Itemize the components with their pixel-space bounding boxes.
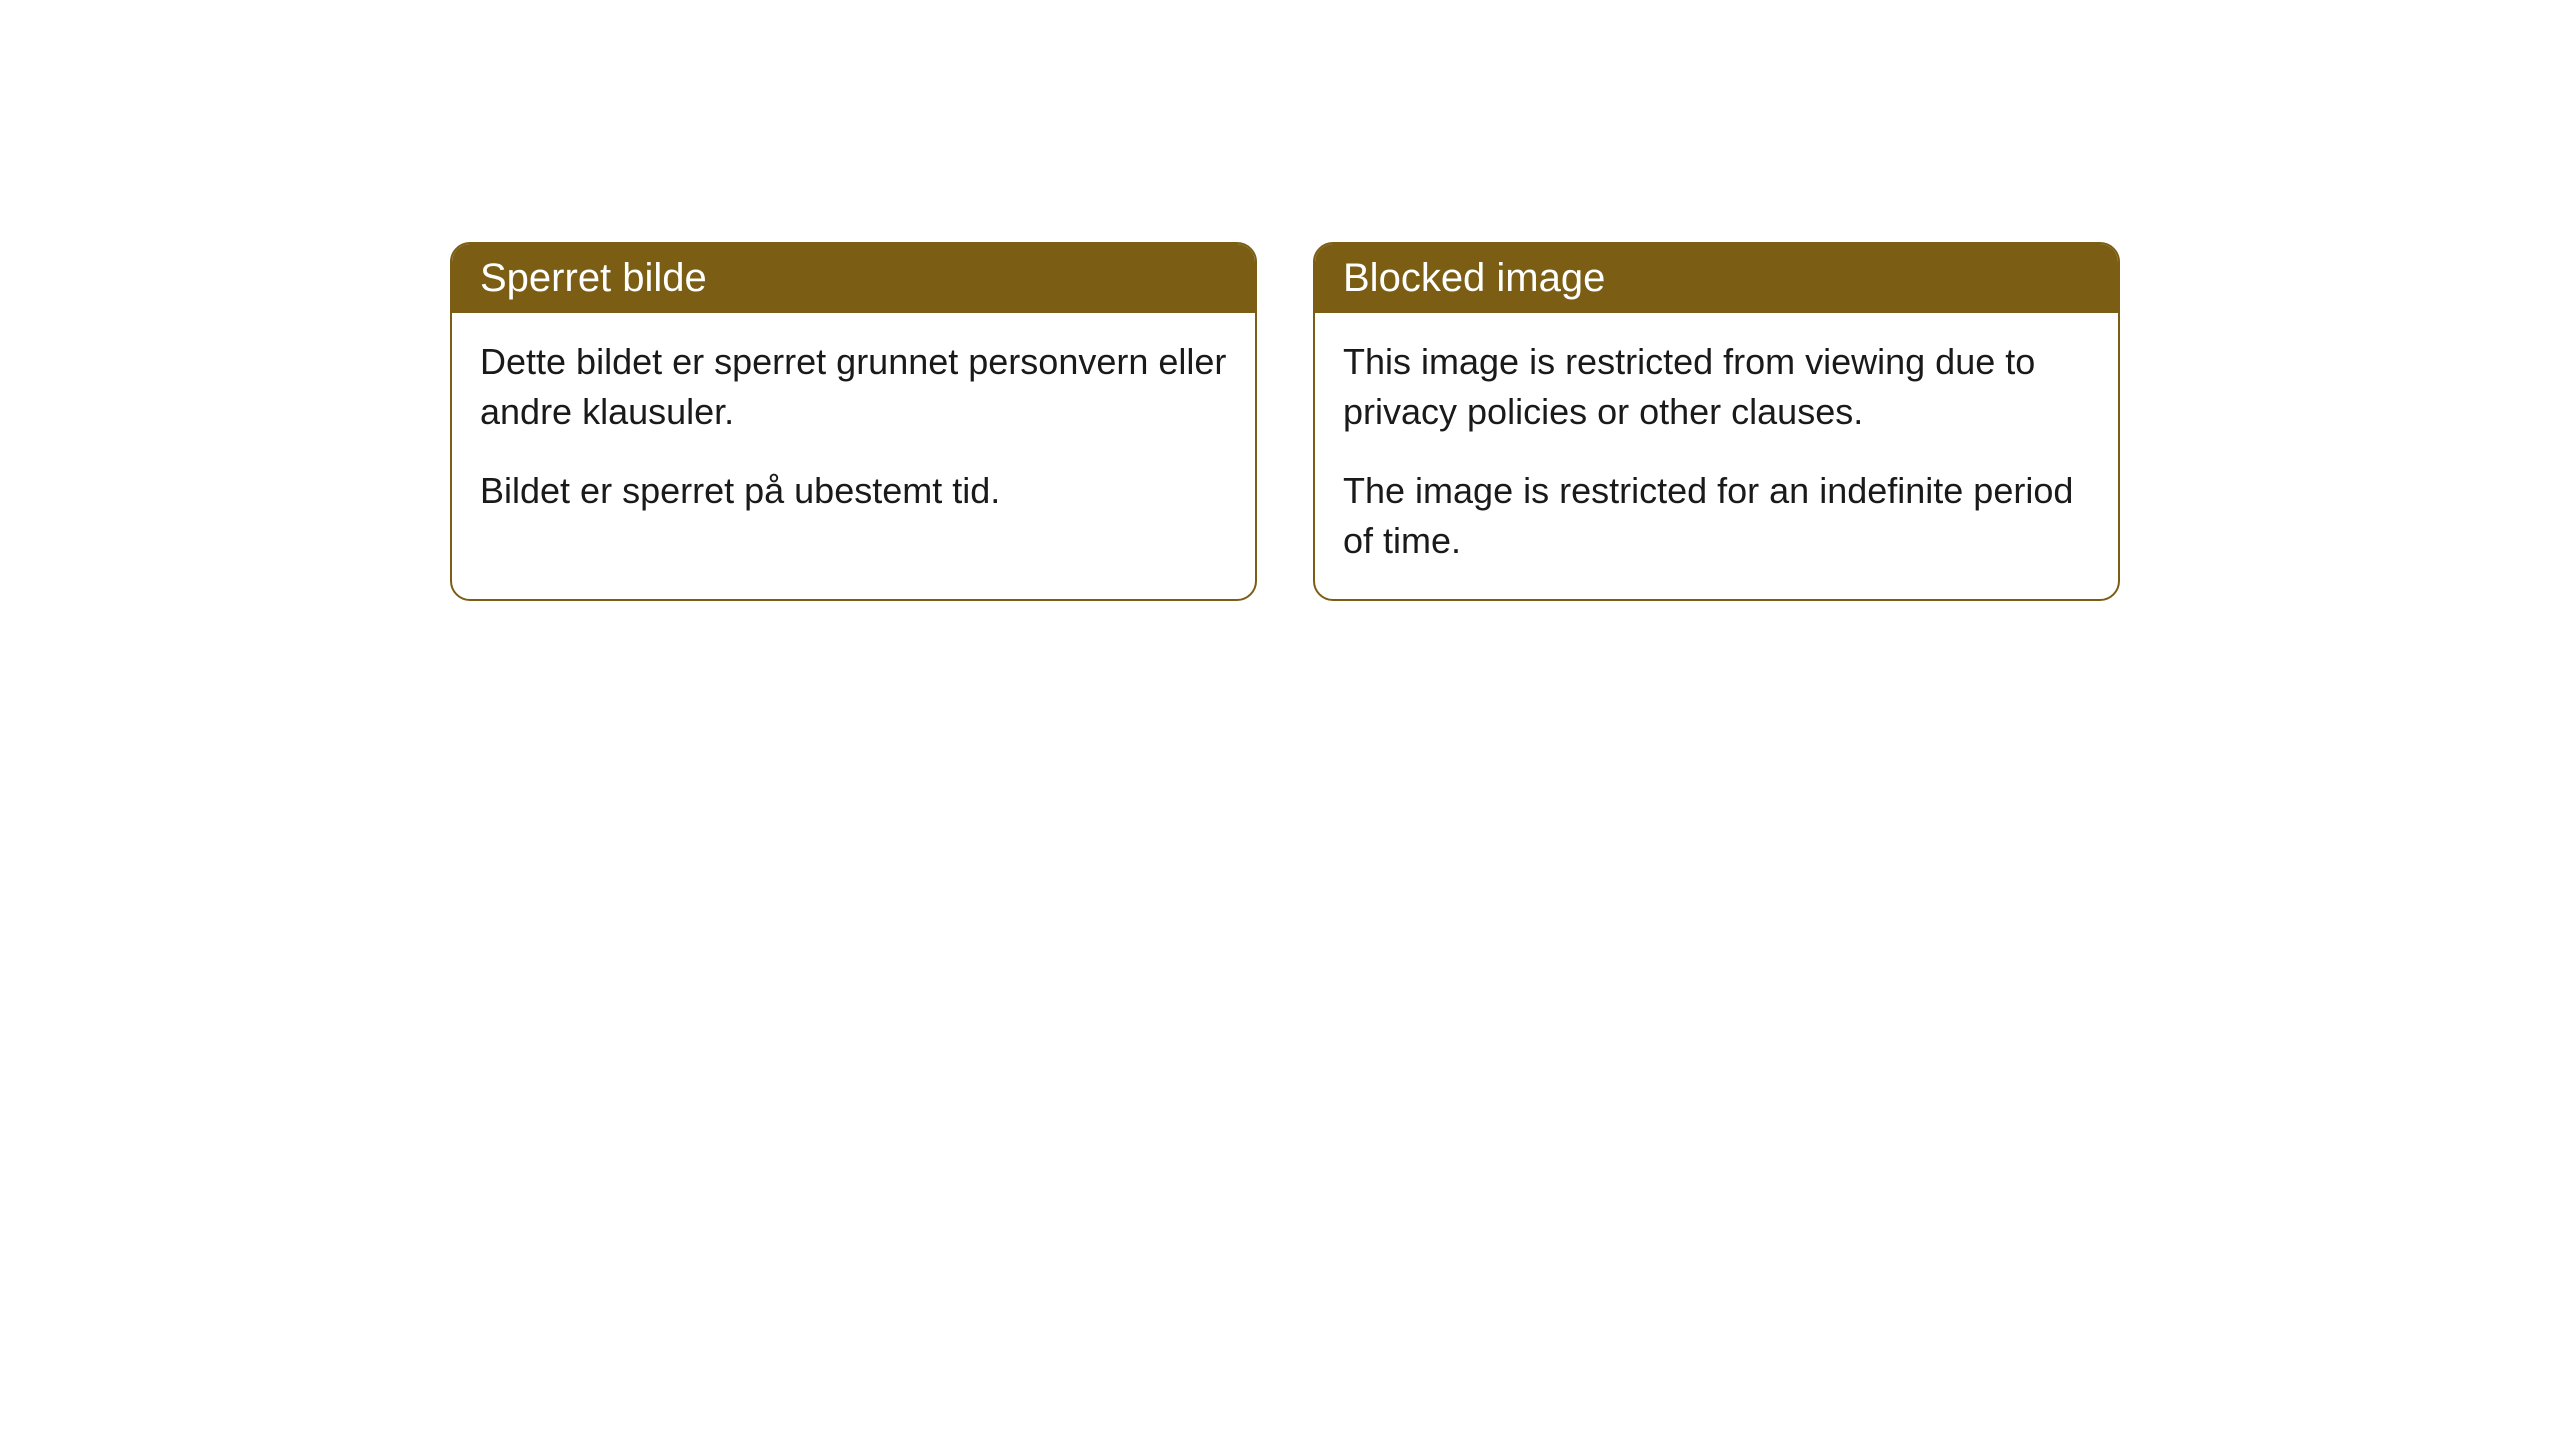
blocked-image-card-english: Blocked image This image is restricted f… — [1313, 242, 2120, 601]
card-header: Blocked image — [1315, 244, 2118, 313]
card-title: Sperret bilde — [480, 256, 707, 300]
card-body: Dette bildet er sperret grunnet personve… — [452, 313, 1255, 548]
blocked-image-card-norwegian: Sperret bilde Dette bildet er sperret gr… — [450, 242, 1257, 601]
card-paragraph: Dette bildet er sperret grunnet personve… — [480, 337, 1227, 438]
card-paragraph: Bildet er sperret på ubestemt tid. — [480, 466, 1227, 516]
card-header: Sperret bilde — [452, 244, 1255, 313]
card-title: Blocked image — [1343, 256, 1605, 300]
card-paragraph: The image is restricted for an indefinit… — [1343, 466, 2090, 567]
notice-cards-container: Sperret bilde Dette bildet er sperret gr… — [450, 242, 2120, 601]
card-paragraph: This image is restricted from viewing du… — [1343, 337, 2090, 438]
card-body: This image is restricted from viewing du… — [1315, 313, 2118, 599]
